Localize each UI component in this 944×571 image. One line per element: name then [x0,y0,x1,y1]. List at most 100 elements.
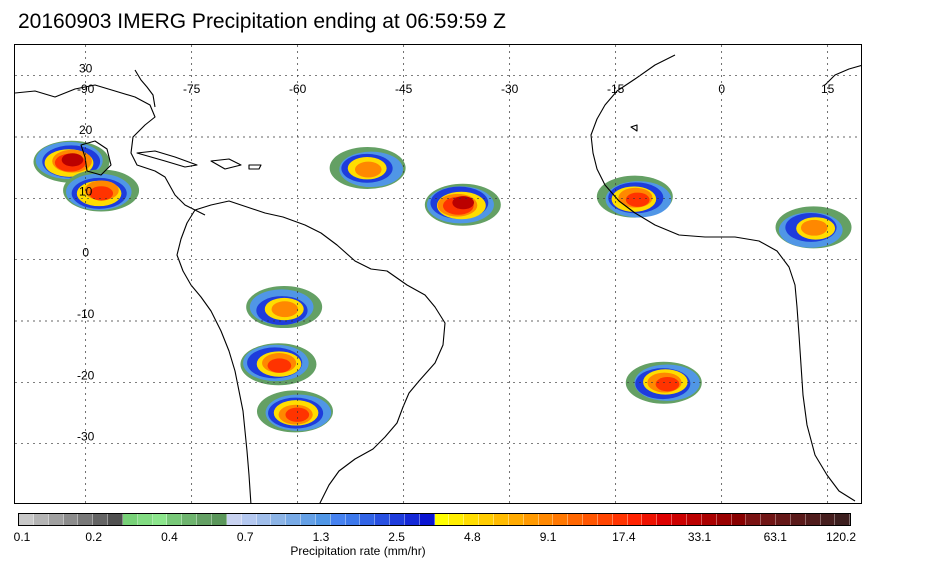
colorbar-swatch [508,514,524,525]
colorbar-swatch [241,514,257,525]
colorbar-swatch [419,514,435,525]
colorbar-swatch [434,514,450,525]
coastline-madeira [630,124,638,132]
precip-cell [246,286,323,329]
colorbar-swatch [716,514,732,525]
colorbar-swatch [19,514,34,525]
precip-contour [267,358,292,373]
longitude-label: 0 [718,82,725,96]
map-title: 20160903 IMERG Precipitation ending at 0… [18,10,506,33]
coastline-puerto-rico [248,164,262,170]
colorbar-swatch [479,514,494,525]
colorbar-swatch [820,514,836,525]
colorbar-swatch [345,514,361,525]
precip-contour [89,186,114,201]
latitude-label: 10 [79,184,93,198]
longitude-label: -45 [395,82,413,96]
colorbar-swatch [33,514,49,525]
colorbar-swatch [523,514,539,525]
colorbar-swatch [301,514,316,525]
colorbar-swatch [182,514,198,525]
colorbar-swatch [167,514,183,525]
colorbar-swatch [315,514,331,525]
colorbar-tick-label: 0.1 [13,530,31,544]
colorbar-title: Precipitation rate (mm/hr) [290,544,426,558]
colorbar-swatch [642,514,658,525]
colorbar-tick-label: 63.1 [763,530,787,544]
colorbar-swatch [152,514,168,525]
precip-cell [775,206,852,249]
colorbar-swatch [731,514,747,525]
longitude-label: -75 [183,82,201,96]
precip-contour [800,219,828,236]
colorbar-swatch [494,514,509,525]
colorbar-tick-label: 9.1 [539,530,557,544]
precip-cell [63,169,140,212]
colorbar-tick-label: 4.8 [464,530,481,544]
colorbar-tick-label: 0.7 [236,530,254,544]
colorbar-swatch [672,514,687,525]
colorbar-swatch [553,514,569,525]
colorbar-swatch [226,514,242,525]
colorbar-swatch [776,514,791,525]
coastline-south-america-west [176,209,252,503]
colorbar-swatch [627,514,643,525]
colorbar-swatch [449,514,465,525]
precipitation-map: -90 -75 -60 -45 -30 -15 0 15 30 20 10 0 -10 -20 -30 [14,44,862,504]
precip-contour [271,301,299,318]
longitude-label: -90 [77,82,95,96]
colorbar-swatch [761,514,777,525]
colorbar-swatch [137,514,153,525]
colorbar-tick-label: 0.4 [161,530,178,544]
colorbar-swatch [375,514,391,525]
precip-cell [424,183,501,226]
precip-contour [655,377,680,392]
colorbar-swatch [835,514,851,525]
colorbar-swatch [657,514,673,525]
colorbar-swatch [197,514,212,525]
precip-contour [61,153,84,167]
colorbar [18,513,851,526]
coastline-florida [134,69,156,108]
latitude-label: 20 [79,123,93,137]
colorbar-swatch [538,514,554,525]
colorbar-swatch [686,514,702,525]
latitude-label: -20 [77,368,95,382]
colorbar-swatch [271,514,287,525]
colorbar-tick-label: 1.3 [312,530,330,544]
precip-cell [329,146,406,189]
precip-cell [596,175,673,218]
colorbar-swatch [701,514,717,525]
latitude-label: -10 [77,307,95,321]
longitude-label: -15 [607,82,625,96]
coordinate-labels: -90 -75 -60 -45 -30 -15 0 15 30 20 10 0 -10 -20 -30 [77,62,835,444]
colorbar-swatch [330,514,346,525]
colorbar-swatch [108,514,123,525]
precip-contour [452,196,474,210]
colorbar-tick-label: 120.2 [825,530,857,544]
precip-cell [240,343,317,386]
colorbar-swatch [256,514,272,525]
longitude-label: 15 [821,82,835,96]
precip-contour [285,407,310,422]
colorbar-swatch [464,514,480,525]
coastlines [15,54,861,503]
colorbar-swatch [612,514,628,525]
colorbar-swatch [63,514,79,525]
precipitation-layer [33,140,852,433]
colorbar-swatch [568,514,584,525]
coastline-cuba [136,150,198,168]
colorbar-swatch [790,514,806,525]
longitude-label: -60 [289,82,307,96]
coastline-south-america [194,200,446,503]
colorbar-swatch [597,514,613,525]
colorbar-swatch [583,514,598,525]
colorbar-swatch [805,514,821,525]
precip-contour [625,192,650,207]
coastline-north-america [15,84,206,216]
precip-cell [33,140,110,183]
colorbar-tick-label: 0.2 [85,530,103,544]
colorbar-tick-label: 2.5 [388,530,405,544]
colorbar-swatch [746,514,762,525]
precip-cell [256,390,333,433]
